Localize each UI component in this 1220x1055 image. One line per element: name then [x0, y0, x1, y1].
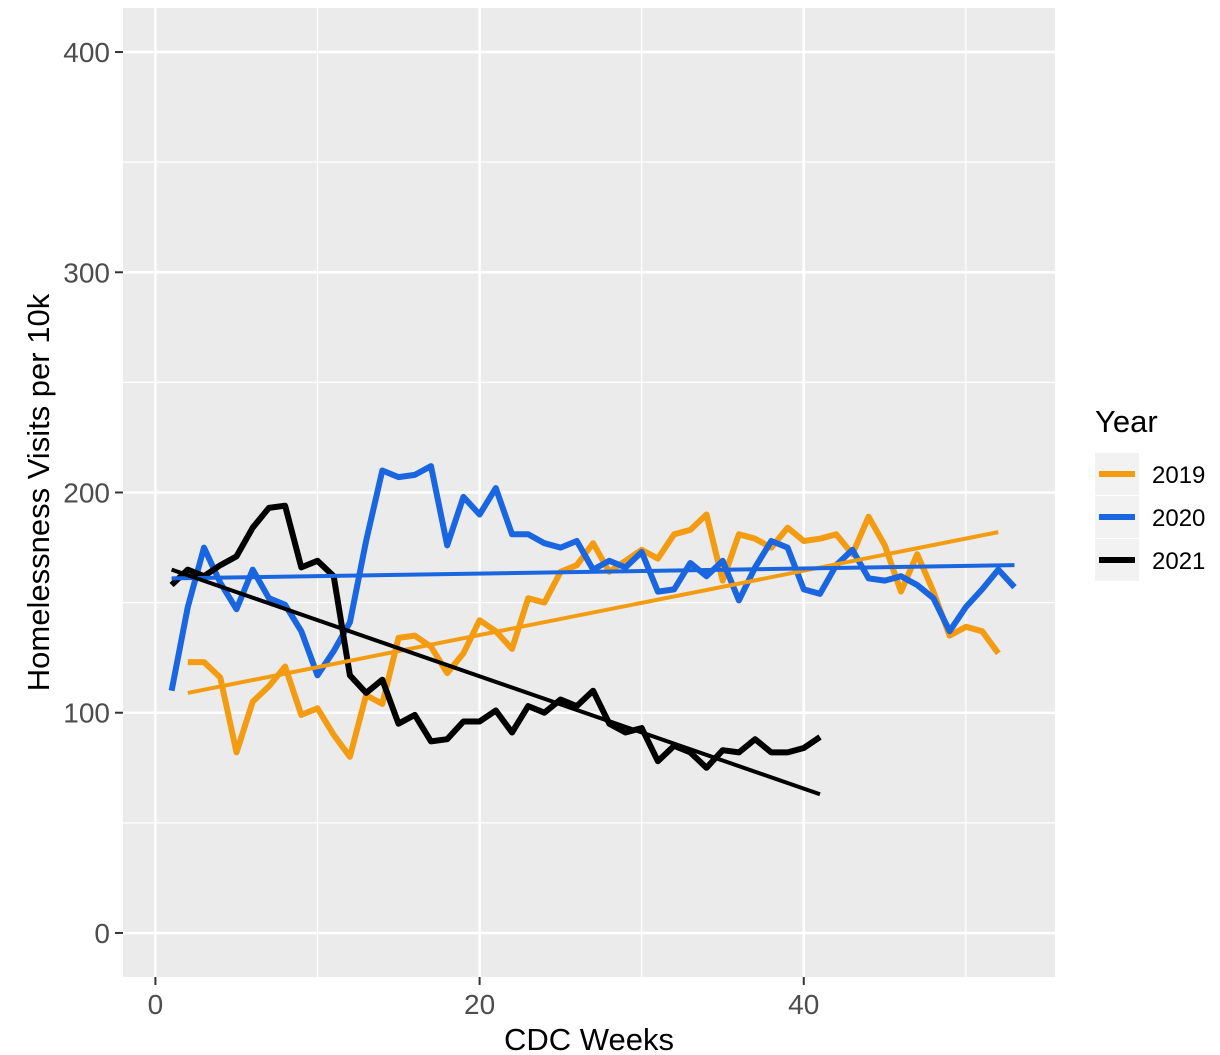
legend-items: 2019 2020 2021 [1095, 453, 1205, 581]
x-tick-label: 20 [464, 989, 495, 1020]
x-tick-label: 0 [148, 989, 164, 1020]
legend-label: 2019 [1152, 462, 1205, 489]
trend-line-2020 [171, 563, 1015, 581]
y-axis-title: Homelessness Visits per 10k [21, 293, 56, 691]
major-gridlines [123, 8, 1055, 977]
series-line-2021 [169, 502, 822, 771]
x-axis: 0 20 40 [148, 977, 819, 1020]
y-tick-label: 0 [94, 918, 110, 949]
y-tick-label: 200 [63, 478, 110, 509]
legend: Year 2019 2020 2021 [1095, 404, 1205, 581]
x-axis-title: CDC Weeks [504, 1022, 674, 1055]
x-tick-label: 40 [788, 989, 819, 1020]
trend-line-2019 [187, 530, 999, 695]
legend-title: Year [1095, 404, 1158, 439]
legend-label: 2020 [1152, 505, 1205, 532]
y-tick-label: 100 [63, 698, 110, 729]
series-line-2019 [187, 511, 1001, 760]
series-line-2020 [168, 463, 1017, 692]
series-layer [168, 463, 1017, 797]
legend-label: 2021 [1152, 548, 1205, 575]
trend-line-2021 [170, 567, 821, 797]
y-axis: 0 100 200 300 400 [63, 37, 123, 949]
y-tick-label: 400 [63, 37, 110, 68]
y-tick-label: 300 [63, 257, 110, 288]
